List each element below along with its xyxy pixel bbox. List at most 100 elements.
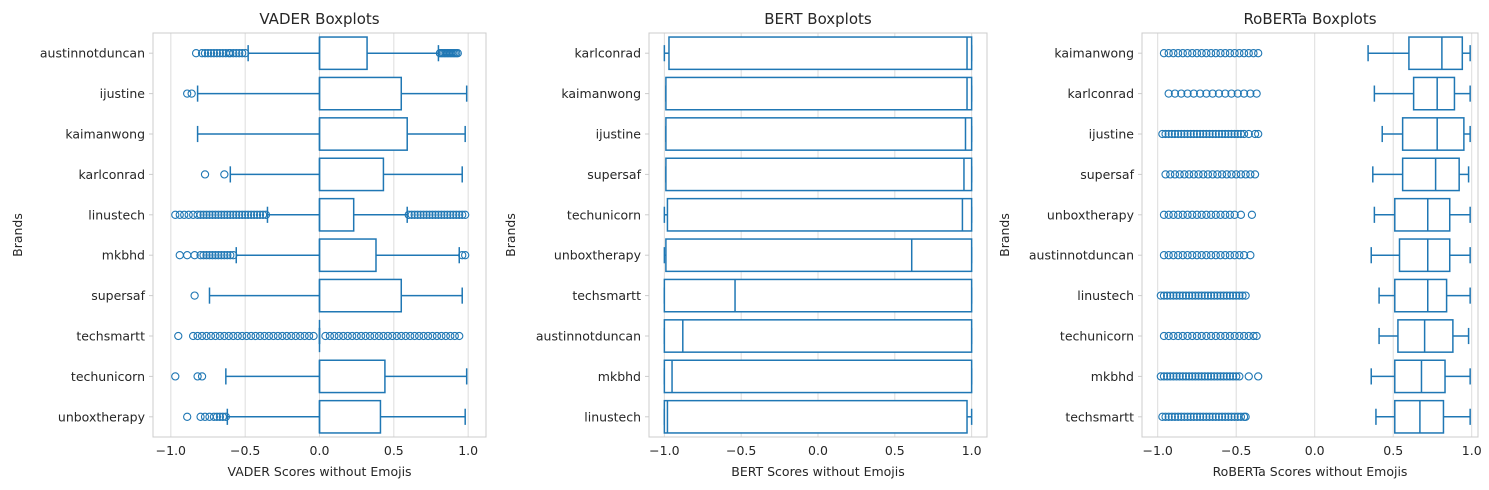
outlier-point — [1211, 251, 1220, 260]
outlier-point — [422, 210, 431, 219]
outlier-point — [392, 331, 401, 341]
outlier-point — [404, 210, 413, 219]
outlier-point — [1227, 170, 1236, 179]
outlier-point — [1189, 412, 1198, 421]
outlier-point — [1183, 331, 1192, 341]
outlier-point — [325, 331, 335, 341]
box-iqr — [663, 278, 973, 313]
outlier-point — [255, 331, 265, 341]
outlier-point — [443, 210, 452, 219]
outlier-point — [1205, 412, 1214, 421]
y-axis-label: Brands — [503, 213, 518, 257]
outlier-point — [434, 210, 443, 219]
outlier-point — [1228, 372, 1238, 381]
outlier-point — [441, 331, 451, 341]
outlier-point — [1169, 251, 1178, 260]
outlier-point — [455, 331, 464, 341]
outlier-point — [229, 251, 238, 260]
outlier-point — [1246, 89, 1255, 98]
outlier-point — [221, 412, 230, 421]
outlier-point — [1213, 372, 1222, 381]
outlier-point — [1213, 291, 1222, 300]
outlier-point — [220, 170, 229, 179]
box-iqr — [663, 399, 968, 434]
outlier-point — [1188, 210, 1197, 219]
outlier-point — [1206, 372, 1216, 381]
outlier-point — [184, 210, 193, 219]
outlier-point — [1225, 291, 1235, 300]
outlier-point — [1164, 331, 1173, 341]
outlier-point — [229, 210, 238, 219]
outlier-point — [214, 251, 223, 260]
outlier-point — [1197, 210, 1206, 219]
outlier-point — [232, 49, 241, 58]
outlier-point — [224, 331, 233, 341]
outlier-point — [1221, 412, 1230, 421]
x-tick-label: 0.0 — [1305, 443, 1325, 458]
outlier-point — [1202, 89, 1211, 98]
outlier-point — [1244, 372, 1253, 381]
outlier-point — [330, 331, 339, 341]
outlier-point — [1232, 291, 1241, 300]
y-tick-label: karlconrad — [1068, 86, 1134, 101]
box-iqr — [1398, 238, 1451, 273]
outlier-point — [246, 210, 256, 219]
outlier-point — [183, 89, 192, 98]
outlier-point — [1166, 372, 1175, 381]
outlier-point — [419, 331, 428, 341]
x-tick-label: 0.0 — [808, 443, 828, 458]
outlier-point — [1244, 129, 1253, 139]
outlier-point — [1181, 372, 1191, 381]
box-iqr — [1394, 278, 1448, 313]
box-iqr — [1412, 76, 1456, 111]
outlier-point — [1197, 372, 1206, 381]
outlier-point — [1200, 372, 1209, 381]
outlier-point — [1225, 251, 1235, 260]
y-tick-label: supersaf — [1080, 167, 1134, 182]
outlier-point — [419, 210, 428, 219]
outlier-point — [1203, 291, 1213, 300]
outlier-point — [413, 210, 422, 219]
outlier-point — [1230, 49, 1239, 58]
outlier-point — [1235, 372, 1244, 381]
outlier-point — [1203, 170, 1213, 179]
x-tick-label: 1.0 — [962, 443, 982, 458]
outlier-point — [193, 331, 202, 341]
outlier-point — [1225, 49, 1235, 58]
outlier-point — [1217, 129, 1227, 139]
x-tick-label: 0.0 — [310, 443, 330, 458]
outlier-point — [1159, 331, 1169, 341]
outlier-point — [1225, 331, 1235, 341]
outlier-point — [238, 49, 247, 58]
outlier-point — [1211, 412, 1220, 421]
outlier-point — [1175, 291, 1184, 300]
outlier-point — [1219, 291, 1228, 300]
outlier-point — [217, 251, 226, 260]
outlier-point — [1164, 89, 1173, 98]
outlier-point — [1180, 412, 1189, 421]
outlier-point — [1192, 210, 1202, 219]
outlier-point — [1205, 129, 1214, 139]
x-tick-label: 0.5 — [885, 443, 905, 458]
outlier-point — [1216, 291, 1225, 300]
outlier-point — [174, 331, 183, 341]
y-tick-label: kaimanwong — [561, 86, 641, 101]
outlier-point — [1208, 89, 1217, 98]
box-iqr — [665, 117, 973, 151]
outlier-point — [202, 331, 211, 341]
y-tick-label: techunicorn — [71, 369, 145, 384]
outlier-point — [1178, 210, 1187, 219]
outlier-point — [197, 372, 207, 381]
outlier-point — [416, 210, 425, 219]
box-iqr — [318, 399, 382, 434]
y-tick-label: supersaf — [587, 167, 641, 182]
outlier-point — [1188, 49, 1197, 58]
outlier-point — [215, 412, 225, 421]
box-iqr — [318, 197, 355, 232]
outlier-point — [1216, 210, 1225, 219]
outlier-point — [1221, 129, 1230, 139]
outlier-point — [200, 412, 210, 421]
outlier-point — [205, 251, 214, 260]
outlier-point — [458, 251, 467, 260]
x-tick-label: 0.5 — [1383, 443, 1403, 458]
